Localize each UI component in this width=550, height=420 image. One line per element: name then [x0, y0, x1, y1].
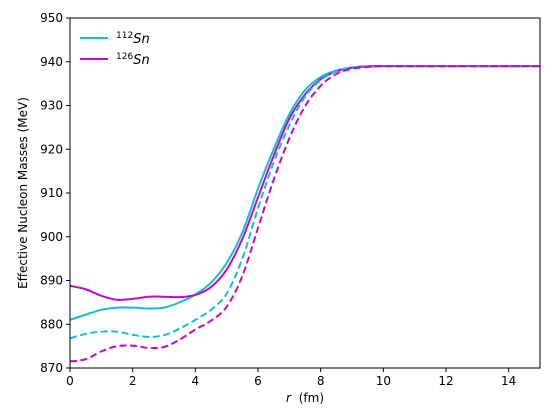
ticks-layer: 0 2 4 6 8 10 12 14 870 880 890 900 910 920 930 940 950: [40, 11, 516, 388]
y-tick-label: 950: [40, 11, 63, 25]
y-tick-label: 900: [40, 230, 63, 244]
series-line-126sn-solid: [69, 65, 540, 301]
legend-label: 126Sn: [116, 52, 150, 68]
x-tick-label: 14: [501, 374, 516, 388]
x-axis-unit: (fm): [299, 391, 324, 405]
y-tick-label: 870: [40, 361, 63, 375]
series-layer: [69, 65, 540, 363]
x-tick-label: 12: [438, 374, 453, 388]
legend-mass-number: 112: [116, 31, 133, 41]
x-tick-label: 10: [376, 374, 391, 388]
y-tick-label: 930: [40, 99, 63, 113]
x-tick-label: 6: [254, 374, 262, 388]
y-tick-label: 890: [40, 274, 63, 288]
y-tick-label: 910: [40, 186, 63, 200]
legend-mass-number: 126: [116, 52, 133, 62]
y-tick-label: 880: [40, 317, 63, 331]
legend-element: Sn: [133, 53, 150, 68]
x-axis-label: r (fm): [286, 391, 324, 405]
y-tick-label: 920: [40, 142, 63, 156]
y-axis-label: Effective Nucleon Masses (MeV): [16, 97, 30, 289]
series-line-126sn-dashed: [69, 65, 540, 363]
x-axis-variable: r: [286, 391, 292, 405]
series-line-112sn-dashed: [69, 65, 540, 340]
y-tick-label: 940: [40, 55, 63, 69]
series-line-112sn-solid: [69, 65, 540, 321]
legend-label: 112Sn: [116, 31, 150, 47]
x-tick-label: 0: [66, 374, 74, 388]
x-tick-label: 2: [129, 374, 137, 388]
legend-element: Sn: [133, 32, 150, 47]
x-tick-label: 4: [192, 374, 200, 388]
x-tick-label: 8: [317, 374, 325, 388]
plot-frame: [69, 17, 541, 369]
